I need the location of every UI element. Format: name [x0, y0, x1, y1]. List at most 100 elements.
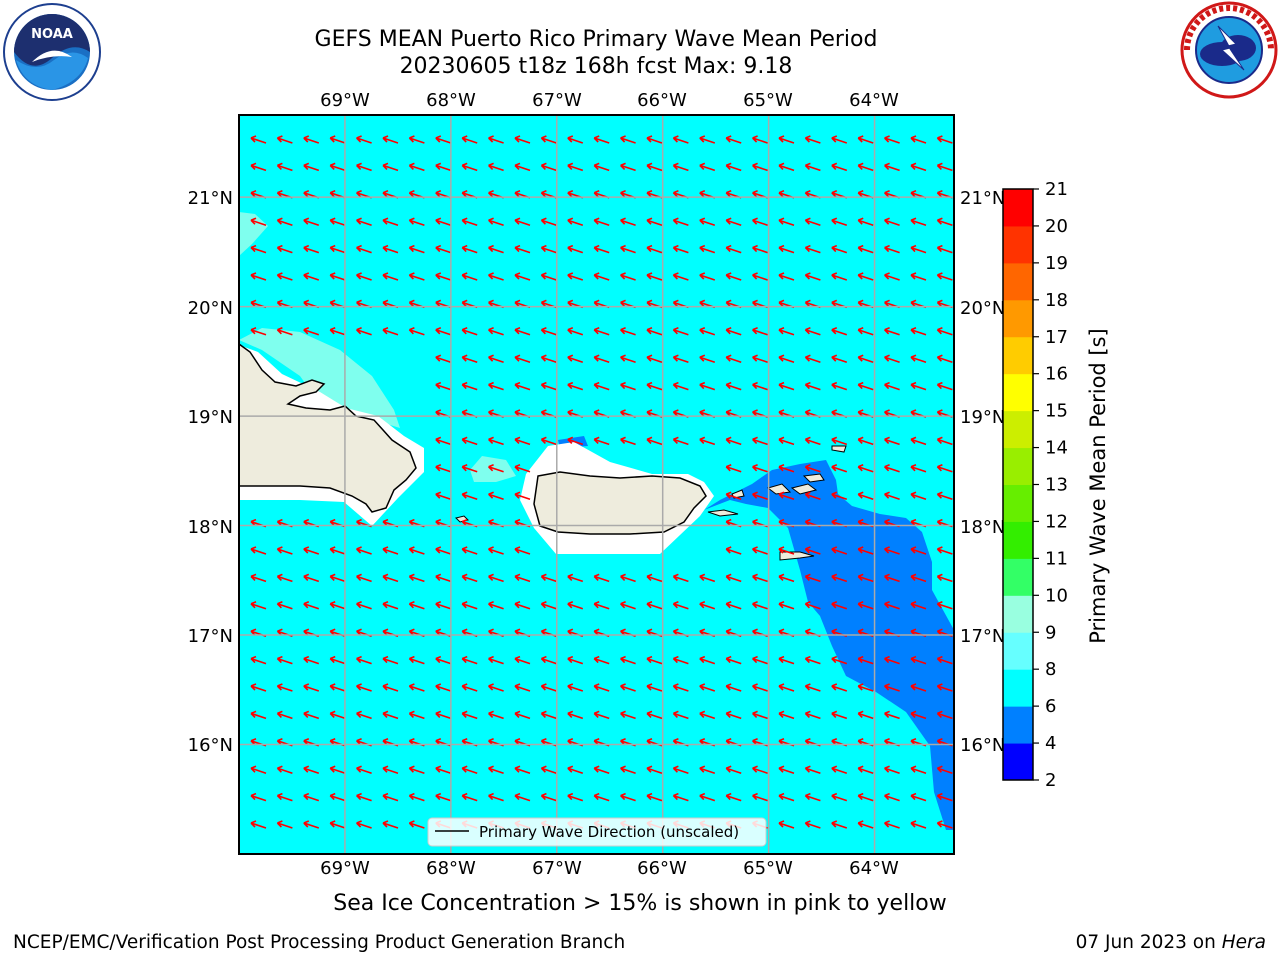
- wave-arrow: [804, 464, 821, 473]
- colorbar-segment: [1003, 558, 1033, 596]
- lat-label: 20°N: [960, 298, 1005, 319]
- wave-arrow: [356, 601, 372, 610]
- wave-arrow: [250, 573, 267, 583]
- wave-arrow: [356, 546, 372, 555]
- wave-arrow: [408, 135, 425, 144]
- colorbar-tick-label: 17: [1045, 327, 1068, 348]
- wave-arrow: [488, 710, 504, 720]
- wave-arrow: [488, 436, 504, 446]
- wave-arrow: [778, 655, 795, 665]
- wave-arrow: [250, 244, 267, 254]
- wave-arrow: [672, 354, 689, 363]
- wave-arrow: [752, 765, 768, 774]
- wave-arrow: [488, 765, 504, 774]
- wave-arrow: [303, 792, 320, 802]
- colorbar-segment: [1003, 521, 1033, 559]
- wave-arrow: [752, 683, 768, 692]
- wave-arrow: [778, 792, 795, 802]
- wave-arrow: [593, 765, 610, 774]
- wave-arrow: [303, 272, 320, 281]
- wave-arrow: [646, 655, 663, 665]
- wave-arrow: [276, 683, 293, 692]
- wave-arrow: [382, 162, 399, 172]
- wave-arrow: [488, 464, 504, 473]
- colorbar-segment: [1003, 299, 1033, 338]
- colorbar-segment: [1003, 706, 1033, 744]
- wave-arrow: [276, 820, 293, 829]
- wave-arrow: [540, 354, 557, 363]
- wave-arrow: [382, 573, 399, 583]
- wave-arrow: [435, 655, 452, 665]
- wave-arrow: [567, 436, 584, 446]
- wave-arrow: [831, 792, 848, 802]
- wave-arrow: [752, 491, 768, 500]
- wave-arrow: [884, 655, 900, 665]
- wave-arrow: [593, 436, 610, 446]
- wave-arrow: [567, 765, 584, 774]
- wave-arrow: [699, 655, 716, 665]
- wave-arrow: [910, 381, 927, 391]
- wave-arrow: [329, 327, 346, 336]
- wave-arrow: [725, 491, 742, 500]
- lon-label: 69°W: [320, 858, 370, 879]
- wave-arrow: [620, 354, 636, 363]
- wave-arrow: [646, 217, 663, 226]
- wave-arrow: [276, 792, 293, 802]
- wave-arrow: [567, 683, 584, 692]
- wave-arrow: [936, 464, 953, 473]
- lat-label: 20°N: [188, 298, 233, 319]
- wave-arrow: [884, 765, 900, 774]
- wave-arrow: [250, 601, 267, 610]
- wave-arrow: [620, 135, 636, 144]
- wave-arrow: [303, 135, 320, 144]
- wave-arrow: [936, 135, 953, 144]
- wave-arrow: [567, 381, 584, 391]
- wave-arrow: [408, 601, 425, 610]
- wave-arrow: [699, 354, 716, 363]
- wave-arrow: [884, 546, 900, 555]
- wave-arrow: [884, 820, 900, 829]
- wave-arrow: [752, 162, 768, 172]
- wave-arrow: [752, 135, 768, 144]
- wave-arrow: [884, 244, 900, 254]
- wave-arrow: [435, 381, 452, 391]
- wave-arrow: [250, 792, 267, 802]
- wave-arrow: [250, 683, 267, 692]
- wave-arrow: [646, 354, 663, 363]
- wave-arrow: [804, 381, 821, 391]
- wave-arrow: [488, 792, 504, 802]
- wave-arrow: [699, 135, 716, 144]
- wave-arrow: [884, 135, 900, 144]
- wave-arrow: [646, 710, 663, 720]
- wave-arrow: [857, 491, 874, 500]
- wave-arrow: [382, 820, 399, 829]
- wave-arrow: [857, 464, 874, 473]
- wave-arrow: [672, 436, 689, 446]
- wave-arrow: [514, 601, 531, 610]
- wave-arrow: [936, 354, 953, 363]
- wave-arrow: [250, 765, 267, 774]
- lon-label: 68°W: [426, 858, 476, 879]
- wave-arrow: [884, 217, 900, 226]
- wave-arrow: [752, 710, 768, 720]
- wave-arrow: [488, 272, 504, 281]
- wave-arrow: [250, 546, 267, 555]
- wave-arrow: [461, 381, 478, 391]
- wave-arrow: [382, 135, 399, 144]
- wave-arrow: [620, 601, 636, 610]
- wave-arrow: [778, 683, 795, 692]
- wave-arrow: [276, 601, 293, 610]
- wave-arrow: [857, 135, 874, 144]
- wave-arrow: [804, 546, 821, 555]
- wave-arrow: [910, 765, 927, 774]
- wave-arrow: [936, 546, 953, 555]
- wave-arrow: [672, 272, 689, 281]
- wave-arrow: [620, 436, 636, 446]
- wave-arrow: [356, 765, 372, 774]
- colorbar-segment: [1003, 410, 1033, 449]
- colorbar-tick-label: 15: [1045, 401, 1068, 422]
- wave-arrow: [936, 327, 953, 336]
- wave-arrow: [514, 272, 531, 281]
- chart-subtitle: 20230605 t18z 168h fcst Max: 9.18: [399, 54, 793, 79]
- wave-arrow: [461, 217, 478, 226]
